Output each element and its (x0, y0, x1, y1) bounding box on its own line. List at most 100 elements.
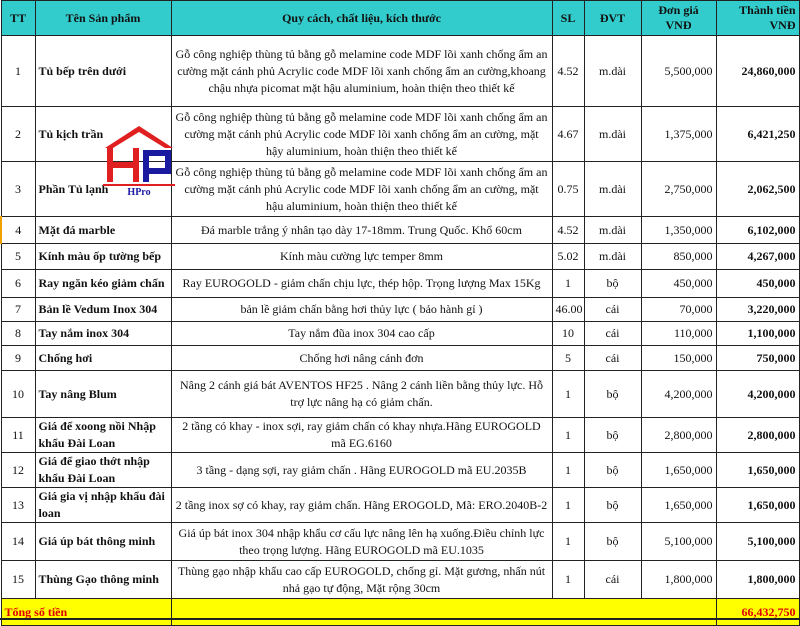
row-number: 10 (0, 370, 36, 418)
product-spec: Nâng 2 cánh giá bát AVENTOS HF25 . Nâng … (170, 370, 553, 418)
line-total: 6,421,250 (715, 106, 800, 162)
unit-price: 70,000 (640, 297, 717, 322)
product-name: Mặt đá marble (34, 216, 172, 244)
quantity: 4.52 (551, 35, 585, 107)
unit: bộ (583, 522, 642, 561)
quantity: 1 (551, 370, 585, 418)
row-number: 12 (0, 452, 36, 488)
product-name: Giá để giao thớt nhập khẩu Đài Loan (34, 452, 172, 488)
quantity: 4.52 (551, 216, 585, 244)
line-total: 1,800,000 (715, 560, 800, 599)
table-row: 11 Giá để xoong nồi Nhập khẩu Đài Loan 2 … (0, 417, 800, 453)
row-number: 9 (0, 345, 36, 371)
product-name: Chống hơi (34, 345, 172, 371)
unit-price: 450,000 (640, 269, 717, 298)
total-label: Tổng số tiền (0, 598, 172, 626)
unit-price: 150,000 (640, 345, 717, 371)
unit: m.dài (583, 216, 642, 244)
product-name: Thùng Gạo thông minh (34, 560, 172, 599)
total-spacer (170, 598, 717, 626)
unit: m.dài (583, 35, 642, 107)
line-total: 1,650,000 (715, 452, 800, 488)
row-number: 5 (0, 243, 36, 270)
quantity: 5.02 (551, 243, 585, 270)
line-total: 2,800,000 (715, 417, 800, 453)
quantity: 1 (551, 522, 585, 561)
product-spec: bản lề giảm chấn bằng hơi thủy lực ( bảo… (170, 297, 553, 322)
quantity: 1 (551, 417, 585, 453)
unit: cái (583, 321, 642, 346)
unit-price: 5,100,000 (640, 522, 717, 561)
unit-price: 1,650,000 (640, 452, 717, 488)
row-number: 1 (0, 35, 36, 107)
product-spec: Ray EUROGOLD - giảm chấn chịu lực, thép … (170, 269, 553, 298)
product-spec: Tay nắm đũa inox 304 cao cấp (170, 321, 553, 346)
svg-text:HPro: HPro (127, 187, 150, 196)
table-row: 2 Tủ kịch trần Gỗ công nghiệp thùng tủ bằn… (0, 106, 800, 162)
unit: bộ (583, 269, 642, 298)
line-total: 3,220,000 (715, 297, 800, 322)
header-row: TT Tên Sản phẩm Quy cách, chất liệu, kíc… (0, 0, 800, 36)
row-number: 7 (0, 297, 36, 322)
table-row: 10 Tay nâng Blum Nâng 2 cánh giá bát AVENT… (0, 370, 800, 418)
unit: bộ (583, 487, 642, 523)
product-spec: 2 tầng có khay - inox sợi, ray giảm chấn… (170, 417, 553, 453)
unit: bộ (583, 370, 642, 418)
row-number: 15 (0, 560, 36, 599)
unit-price: 850,000 (640, 243, 717, 270)
row-number: 14 (0, 522, 36, 561)
table-row: 9 Chống hơi Chống hơi nâng cánh đơn 5 cái 150… (0, 345, 800, 371)
table-row: 7 Bản lề Vedum Inox 304 bản lề giảm chấn b… (0, 297, 800, 322)
header-qty: SL (551, 0, 585, 36)
unit: m.dài (583, 243, 642, 270)
unit: m.dài (583, 161, 642, 217)
product-name: Tay nâng Blum (34, 370, 172, 418)
unit: bộ (583, 417, 642, 453)
total-row: Tổng số tiền 66,432,750 (0, 598, 800, 626)
header-price: Đơn giá VNĐ (640, 0, 717, 36)
quantity: 4.67 (551, 106, 585, 162)
table-row: 8 Tay nắm inox 304 Tay nắm đũa inox 304 ca… (0, 321, 800, 346)
unit-price: 1,650,000 (640, 487, 717, 523)
table-row: 1 Tủ bếp trên dưới Gỗ công nghiệp thùng tủ… (0, 35, 800, 107)
product-spec: Giá úp bát inox 304 nhập khẩu cơ cấu lực… (170, 522, 553, 561)
row-number: 13 (0, 487, 36, 523)
row-number: 6 (0, 269, 36, 298)
product-name: Giá gia vị nhập khẩu đài loan (34, 487, 172, 523)
product-spec: Gỗ công nghiệp thùng tủ bằng gỗ melamine… (170, 161, 553, 217)
row-number: 2 (0, 106, 36, 162)
quantity: 46.00 (551, 297, 585, 322)
line-total: 2,062,500 (715, 161, 800, 217)
unit-price: 110,000 (640, 321, 717, 346)
line-total: 1,650,000 (715, 487, 800, 523)
header-spec: Quy cách, chất liệu, kích thước (170, 0, 553, 36)
product-name: Giá để xoong nồi Nhập khẩu Đài Loan (34, 417, 172, 453)
row-number: 11 (0, 417, 36, 453)
product-name: Giá úp bát thông minh (34, 522, 172, 561)
header-total: Thành tiền VNĐ (715, 0, 800, 36)
quantity: 1 (551, 487, 585, 523)
table-row: 4 Mặt đá marble Đá marble trắng ý nhân tạo… (0, 216, 800, 244)
product-name: Ray ngăn kéo giảm chấn (34, 269, 172, 298)
line-total: 4,267,000 (715, 243, 800, 270)
line-total: 450,000 (715, 269, 800, 298)
unit-price: 1,375,000 (640, 106, 717, 162)
table-row: 5 Kính màu ốp tường bếp Kính màu cường lực… (0, 243, 800, 270)
unit-price: 1,800,000 (640, 560, 717, 599)
line-total: 1,100,000 (715, 321, 800, 346)
product-name: Kính màu ốp tường bếp (34, 243, 172, 270)
quantity: 0.75 (551, 161, 585, 217)
header-name: Tên Sản phẩm (34, 0, 172, 36)
product-spec: Chống hơi nâng cánh đơn (170, 345, 553, 371)
unit-price: 2,800,000 (640, 417, 717, 453)
quantity: 1 (551, 269, 585, 298)
unit: cái (583, 560, 642, 599)
table-row: 12 Giá để giao thớt nhập khẩu Đài Loan 3 t… (0, 452, 800, 488)
product-spec: Gỗ công nghiệp thùng tủ bằng gỗ melamine… (170, 35, 553, 107)
line-total: 24,860,000 (715, 35, 800, 107)
unit-price: 5,500,000 (640, 35, 717, 107)
product-spec: 3 tầng - dạng sợi, ray giảm chấn . Hãng … (170, 452, 553, 488)
unit-price: 4,200,000 (640, 370, 717, 418)
header-unit: ĐVT (583, 0, 642, 36)
